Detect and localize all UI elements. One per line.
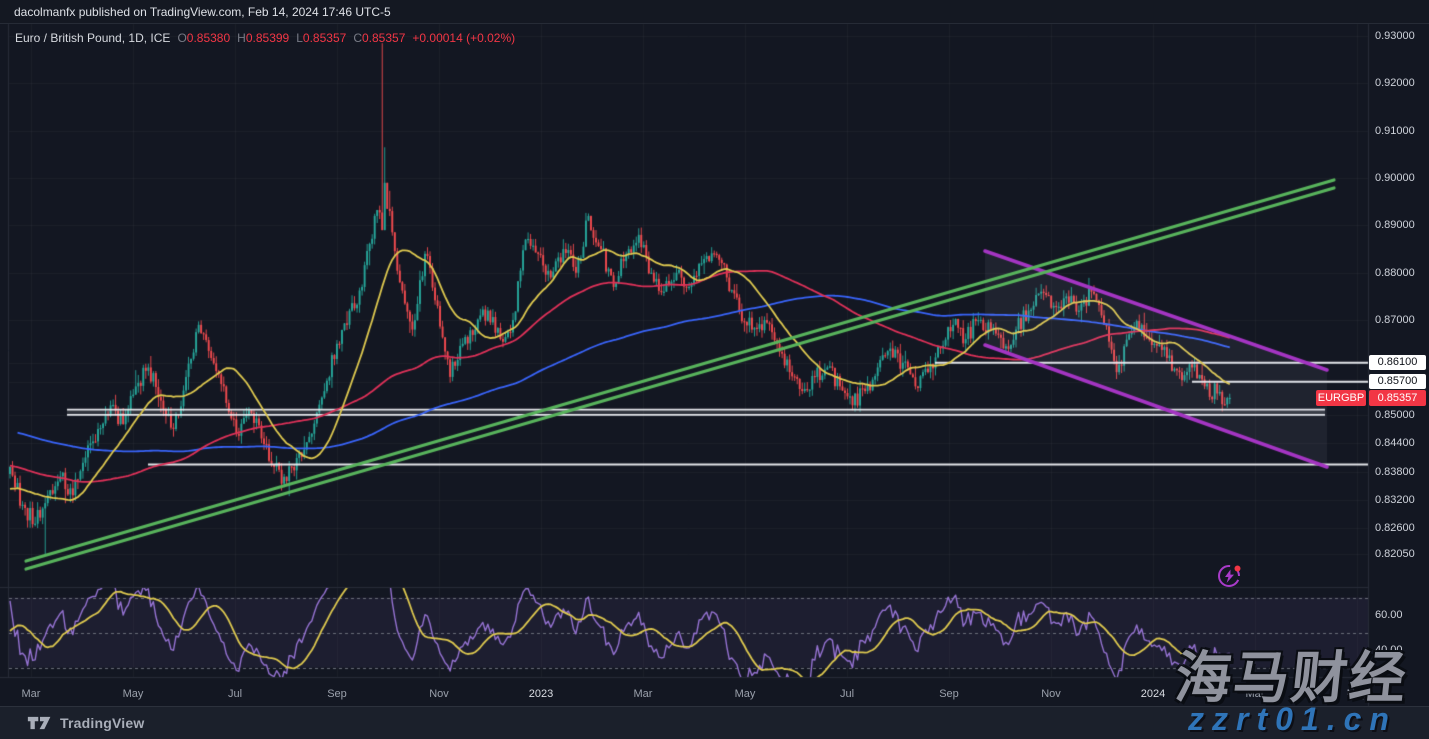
lightning-bolt-glyph: [1225, 569, 1234, 583]
change-value: +0.00014 (+0.02%): [412, 31, 516, 45]
price-axis-tick: 0.87000: [1375, 314, 1415, 327]
time-axis-label: Nov: [429, 688, 449, 700]
price-axis-tick: 0.82050: [1375, 548, 1415, 561]
price-axis-tick: 0.83200: [1375, 494, 1415, 507]
last-price-symbol-badge: EURGBP: [1316, 389, 1366, 406]
time-axis-label: Mar: [633, 688, 653, 700]
watermark-url-text: zzrt01.cn: [1188, 701, 1397, 737]
price-axis-tick: 0.84400: [1375, 437, 1415, 450]
low-value: 0.85357: [302, 31, 347, 45]
exchange-label: ICE: [150, 31, 171, 45]
notification-dot: [1234, 565, 1241, 572]
time-axis-label: Jul: [839, 688, 855, 700]
lightning-circle: [1218, 565, 1240, 587]
price-axis-tick: 0.85000: [1375, 408, 1415, 421]
time-axis-label: 2024: [1140, 688, 1166, 700]
publish-header-text: dacolmanfx published on TradingView.com,…: [14, 5, 391, 19]
lightning-publish-icon[interactable]: [1216, 562, 1244, 590]
level-price-badge-0857: 0.85700: [1369, 374, 1426, 390]
time-axis-label: Sep: [939, 688, 959, 700]
high-value: 0.85399: [245, 31, 290, 45]
tradingview-brand-text: TradingView: [60, 715, 145, 731]
last-price-value-badge: 0.85357: [1369, 389, 1426, 406]
price-axis-tick: 0.90000: [1375, 172, 1415, 185]
time-axis-label: Mar: [1245, 688, 1265, 700]
close-label: C: [353, 31, 362, 45]
time-axis-label: Jul: [227, 688, 243, 700]
level-price-badge-0861: 0.86100: [1369, 355, 1426, 371]
symbol-legend[interactable]: Euro / British Pound, 1D, ICE O0.85380 H0.…: [15, 31, 515, 45]
time-axis-label: May: [122, 688, 144, 700]
time-axis-label: Mar: [21, 688, 41, 700]
open-label: O: [177, 31, 187, 45]
open-value: 0.85380: [186, 31, 231, 45]
price-axis-tick: 0.82600: [1375, 522, 1415, 535]
close-value: 0.85357: [361, 31, 406, 45]
footer-bar: TradingView: [0, 706, 1429, 739]
rsi-axis-tick: 40.00: [1375, 644, 1403, 656]
legend-separator: ,: [121, 31, 129, 45]
price-axis-tick: 0.91000: [1375, 124, 1415, 137]
time-axis-label: Nov: [1041, 688, 1061, 700]
publish-header: dacolmanfx published on TradingView.com,…: [0, 0, 1429, 24]
timeframe-label: 1D: [128, 31, 144, 45]
price-axis-tick: 0.89000: [1375, 219, 1415, 232]
legend-separator: ,: [143, 31, 151, 45]
price-axis-tick: 0.83800: [1375, 465, 1415, 478]
rsi-axis-tick: 60.00: [1375, 609, 1403, 621]
price-axis-tick: 0.88000: [1375, 266, 1415, 279]
time-axis-label: Sep: [327, 688, 347, 700]
time-axis-label: May: [734, 688, 756, 700]
high-label: H: [237, 31, 246, 45]
time-axis-label: May: [1346, 688, 1368, 700]
low-label: L: [296, 31, 303, 45]
price-axis-tick: 0.93000: [1375, 30, 1415, 42]
price-axis-tick: 0.92000: [1375, 77, 1415, 90]
symbol-description: Euro / British Pound: [15, 31, 122, 45]
tradingview-logo[interactable]: [27, 715, 53, 731]
time-axis-label: 2023: [528, 688, 554, 700]
